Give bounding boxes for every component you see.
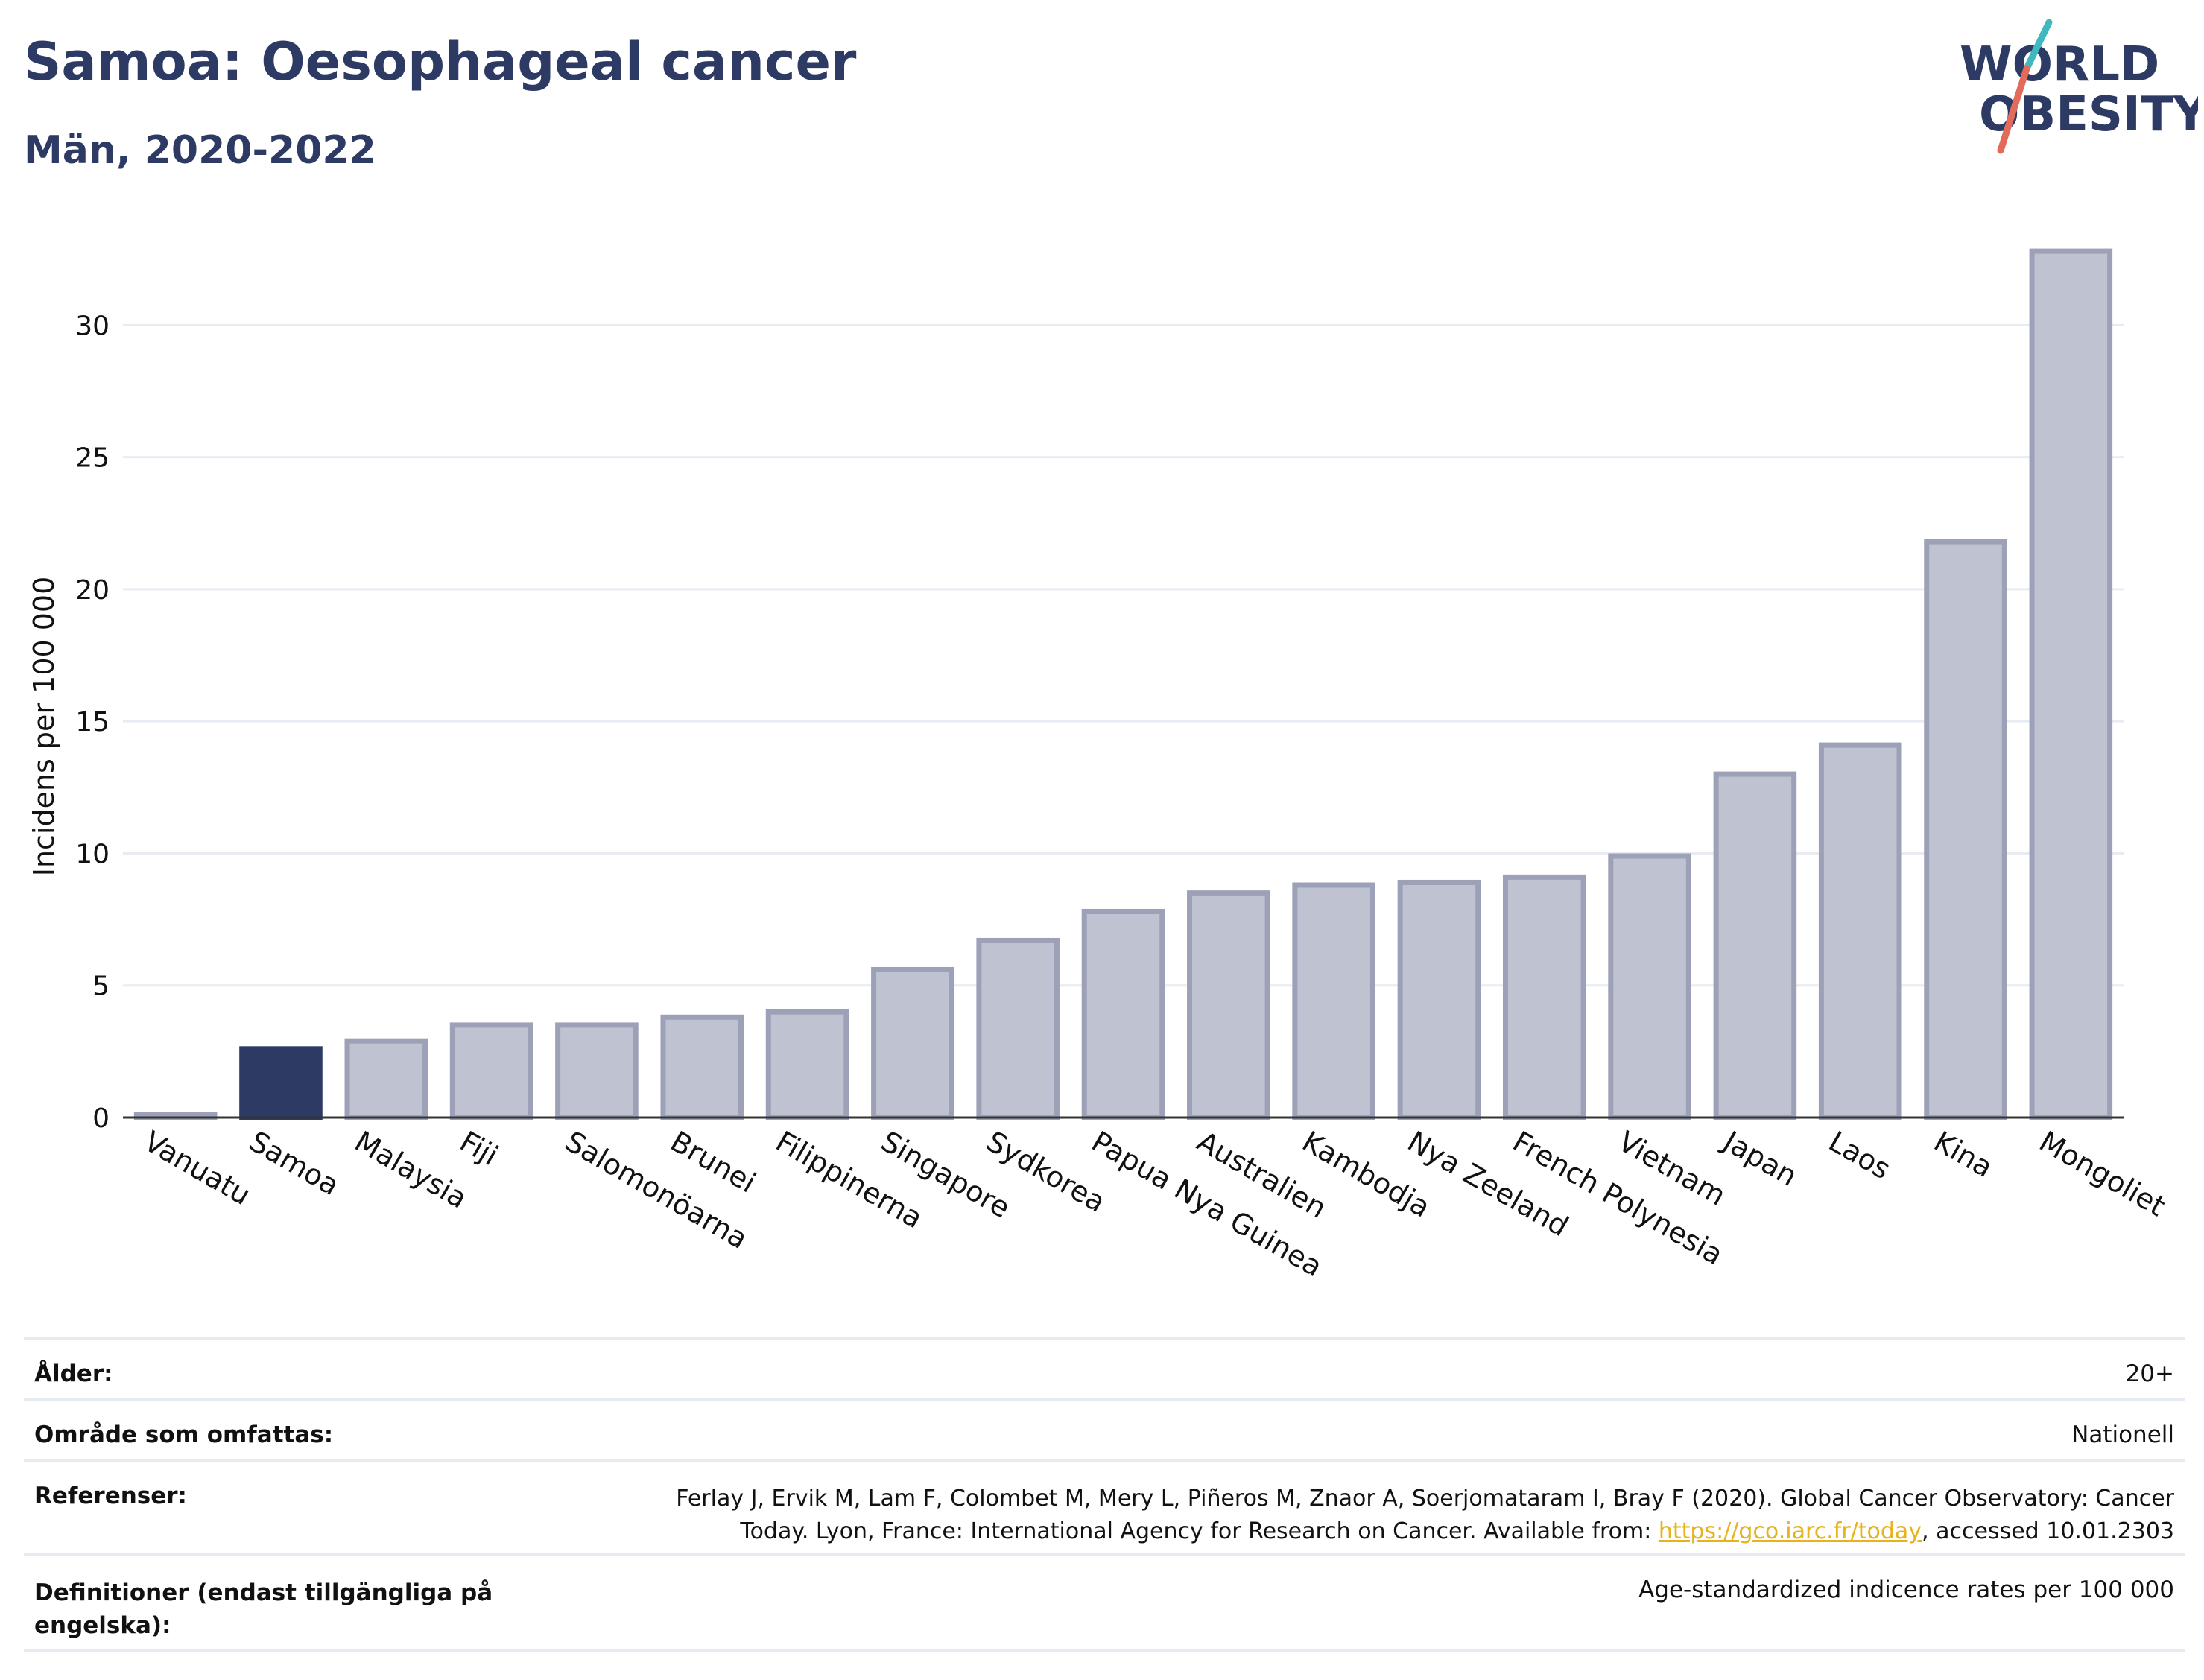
bar-singapore[interactable] (871, 966, 954, 1120)
bar-samoa[interactable] (239, 1046, 323, 1120)
x-tick-label: Mongoliet (2034, 1125, 2171, 1223)
info-value-age: 20+ (2125, 1360, 2174, 1387)
x-tick-label: Salomonöarna (560, 1125, 753, 1255)
bar-papua-nya-guinea[interactable] (1081, 908, 1165, 1120)
info-label-age: Ålder: (34, 1360, 113, 1387)
bar-french-polynesia[interactable] (1502, 874, 1586, 1120)
bar-sydkorea[interactable] (976, 937, 1060, 1120)
chart-subtitle: Män, 2020-2022 (24, 128, 376, 173)
info-value-definitions: Age-standardized indicence rates per 100… (1638, 1576, 2174, 1603)
x-tick-label: Vanuatu (139, 1125, 256, 1211)
bar-brunei[interactable] (660, 1014, 744, 1120)
logo-slash-teal (2023, 19, 2053, 72)
info-label-references: Referenser: (34, 1483, 187, 1509)
bar-kambodja[interactable] (1292, 882, 1375, 1120)
bar-kina[interactable] (1924, 539, 2007, 1120)
bar-laos[interactable] (1818, 742, 1902, 1120)
reference-line-2-post: , accessed 10.01.2303 (1922, 1518, 2174, 1544)
x-tick-label: Malaysia (349, 1125, 473, 1215)
info-label-area: Område som omfattas: (34, 1421, 334, 1448)
reference-link[interactable]: https://gco.iarc.fr/today (1658, 1518, 1922, 1544)
x-tick-label: Samoa (244, 1125, 344, 1202)
y-tick-labels: 0 5 10 15 20 25 30 (75, 311, 110, 1134)
info-value-references: Ferlay J, Ervik M, Lam F, Colombet M, Me… (676, 1483, 2174, 1548)
y-tick-label: 25 (75, 443, 110, 474)
y-tick-label: 5 (92, 971, 110, 1002)
info-value-area: Nationell (2071, 1421, 2174, 1448)
info-label-definitions: Definitioner (endast tillgängliga på eng… (34, 1576, 493, 1642)
reference-line-1: Ferlay J, Ervik M, Lam F, Colombet M, Me… (676, 1486, 2174, 1512)
bar-japan[interactable] (1713, 771, 1797, 1120)
logo-slash-red (1997, 65, 2030, 154)
x-tick-label: Kina (1928, 1125, 1998, 1185)
y-tick-label: 30 (75, 311, 110, 341)
definitions-label-line-2: engelska): (34, 1612, 171, 1639)
world-obesity-logo: WORLD OBESITY (1960, 19, 2198, 154)
logo-text-world: WORLD (1960, 37, 2159, 92)
definitions-label-line-1: Definitioner (endast tillgängliga på (34, 1579, 493, 1606)
bar-australien[interactable] (1187, 890, 1270, 1120)
reference-line-2-pre: Today. Lyon, France: International Agenc… (740, 1518, 1659, 1544)
reference-line-2: Today. Lyon, France: International Agenc… (676, 1515, 2174, 1548)
bar-mongoliet[interactable] (2029, 248, 2113, 1120)
bar-salomonöarna[interactable] (555, 1022, 639, 1120)
bar-malaysia[interactable] (344, 1038, 428, 1120)
y-tick-label: 20 (75, 575, 110, 606)
bar-fiji[interactable] (449, 1022, 533, 1120)
info-row-definitions: Definitioner (endast tillgängliga på eng… (24, 1553, 2185, 1652)
info-row-age: Ålder: 20+ (24, 1337, 2185, 1401)
x-tick-label: Fiji (455, 1125, 504, 1172)
y-tick-label: 10 (75, 839, 110, 869)
chart-title: Samoa: Oesophageal cancer (24, 31, 857, 92)
info-row-area: Område som omfattas: Nationell (24, 1398, 2185, 1462)
y-axis-label: Incidens per 100 000 (28, 577, 60, 877)
info-table: Ålder: 20+ Område som omfattas: Nationel… (24, 1337, 2185, 1652)
x-tick-label: Laos (1823, 1125, 1896, 1186)
y-tick-label: 0 (92, 1103, 110, 1134)
y-tick-label: 15 (75, 707, 110, 738)
bar-vietnam[interactable] (1608, 853, 1691, 1120)
bar-filippinerna[interactable] (765, 1009, 849, 1120)
info-row-references: Referenser: Ferlay J, Ervik M, Lam F, Co… (24, 1459, 2185, 1556)
bar-nya-zeeland[interactable] (1397, 879, 1481, 1120)
bars (133, 248, 2113, 1120)
